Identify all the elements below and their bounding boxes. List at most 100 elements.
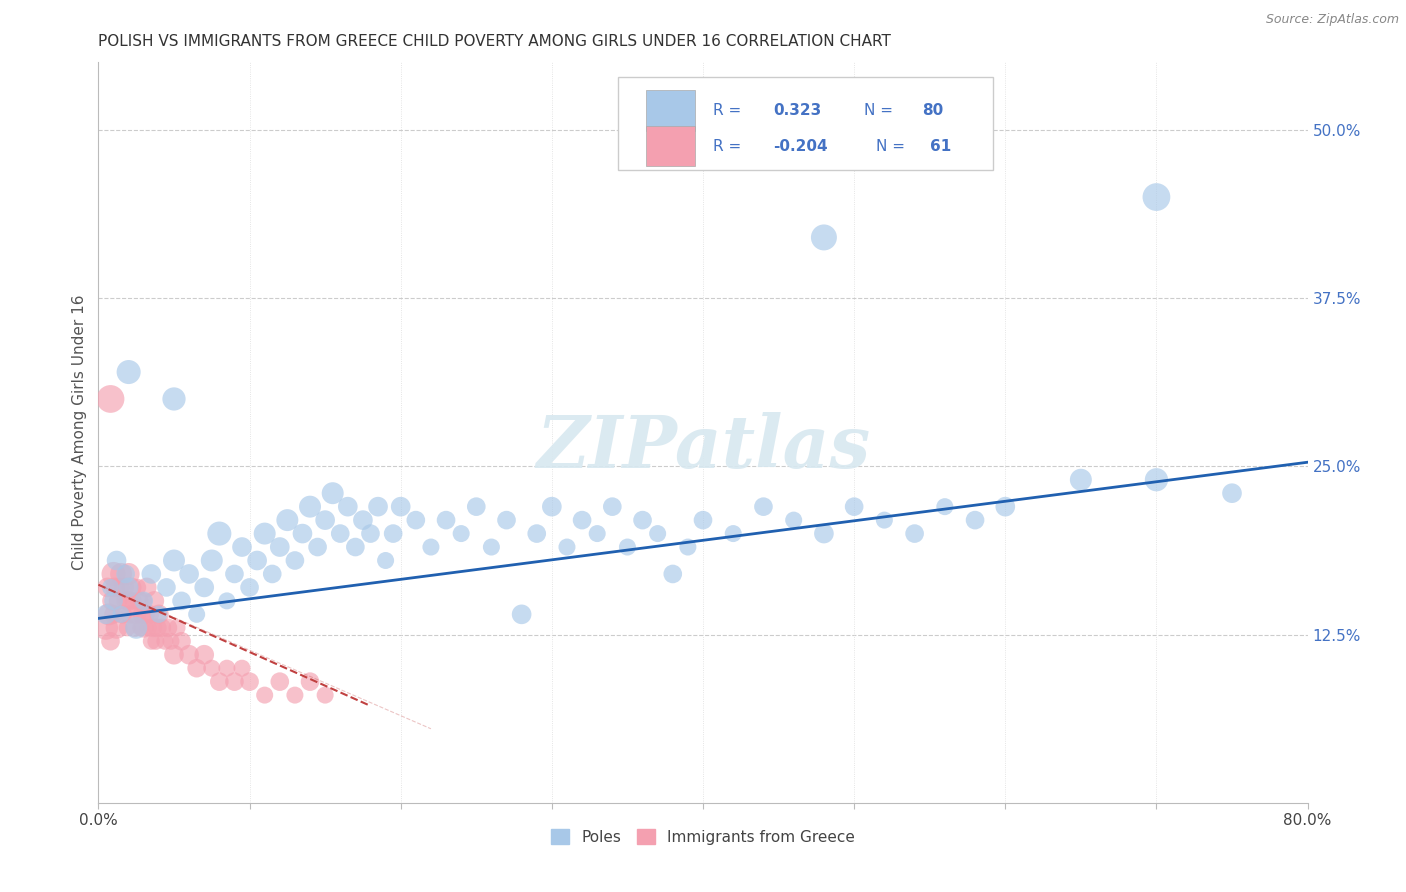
Point xyxy=(118,581,141,595)
Point xyxy=(129,621,152,635)
Point xyxy=(1070,473,1092,487)
Point xyxy=(98,607,121,622)
Point xyxy=(571,513,593,527)
Point xyxy=(284,553,307,567)
Point xyxy=(231,661,253,675)
Point xyxy=(114,566,136,581)
FancyBboxPatch shape xyxy=(647,90,695,131)
Y-axis label: Child Poverty Among Girls Under 16: Child Poverty Among Girls Under 16 xyxy=(72,295,87,570)
Point xyxy=(367,500,389,514)
Point xyxy=(510,607,533,622)
Point xyxy=(114,594,136,608)
Point xyxy=(124,621,146,635)
Text: -0.204: -0.204 xyxy=(773,138,828,153)
Point xyxy=(143,594,166,608)
Point xyxy=(120,607,142,622)
Point xyxy=(166,621,188,635)
Point xyxy=(142,621,165,635)
Text: R =: R = xyxy=(713,103,741,118)
Point xyxy=(844,500,866,514)
Point xyxy=(269,674,291,689)
Point xyxy=(661,566,683,581)
Point xyxy=(965,513,987,527)
Point xyxy=(299,674,322,689)
Point xyxy=(239,674,262,689)
Point xyxy=(132,594,155,608)
Point xyxy=(193,648,215,662)
Point xyxy=(201,661,224,675)
Point xyxy=(135,581,157,595)
Point xyxy=(170,634,193,648)
Point xyxy=(239,581,262,595)
Point xyxy=(904,526,927,541)
Point xyxy=(269,540,291,554)
Point xyxy=(112,581,135,595)
Point xyxy=(389,500,412,514)
Point xyxy=(1144,473,1167,487)
Point xyxy=(934,500,956,514)
Point xyxy=(586,526,609,541)
Point xyxy=(336,500,359,514)
Point xyxy=(100,634,122,648)
Point xyxy=(136,621,159,635)
Point xyxy=(215,661,238,675)
Text: 61: 61 xyxy=(931,138,952,153)
Point xyxy=(276,513,298,527)
Point xyxy=(352,513,374,527)
Point xyxy=(994,500,1017,514)
Point xyxy=(201,553,224,567)
Point xyxy=(450,526,472,541)
Point xyxy=(253,688,276,702)
Point xyxy=(160,634,183,648)
Point xyxy=(150,621,173,635)
Point xyxy=(145,634,167,648)
Point xyxy=(186,607,208,622)
Point xyxy=(134,607,156,622)
Point xyxy=(647,526,669,541)
Point xyxy=(465,500,488,514)
Point xyxy=(122,594,145,608)
Point xyxy=(723,526,745,541)
Point xyxy=(156,621,179,635)
Point xyxy=(752,500,775,514)
Point xyxy=(616,540,638,554)
Point xyxy=(314,513,336,527)
Point xyxy=(193,581,215,595)
Point xyxy=(631,513,654,527)
Text: 80: 80 xyxy=(922,103,943,118)
Text: ZIPatlas: ZIPatlas xyxy=(536,412,870,483)
Point xyxy=(692,513,714,527)
Point xyxy=(110,607,132,622)
Point xyxy=(125,607,148,622)
FancyBboxPatch shape xyxy=(647,126,695,167)
Point xyxy=(783,513,806,527)
Point xyxy=(94,621,117,635)
Point xyxy=(495,513,517,527)
Point xyxy=(246,553,269,567)
Point xyxy=(374,553,396,567)
Point xyxy=(141,634,163,648)
Point xyxy=(481,540,503,554)
Point xyxy=(153,634,176,648)
Point xyxy=(676,540,699,554)
Text: POLISH VS IMMIGRANTS FROM GREECE CHILD POVERTY AMONG GIRLS UNDER 16 CORRELATION : POLISH VS IMMIGRANTS FROM GREECE CHILD P… xyxy=(98,34,891,49)
Point xyxy=(118,566,141,581)
Point xyxy=(555,540,578,554)
Point xyxy=(215,594,238,608)
Point xyxy=(420,540,443,554)
Point xyxy=(146,621,169,635)
Point xyxy=(360,526,382,541)
Point xyxy=(307,540,329,554)
Point xyxy=(262,566,284,581)
Point xyxy=(105,621,128,635)
Point xyxy=(344,540,367,554)
Point xyxy=(103,566,125,581)
Point xyxy=(322,486,344,500)
Point xyxy=(602,500,624,514)
Legend: Poles, Immigrants from Greece: Poles, Immigrants from Greece xyxy=(544,822,862,851)
Point xyxy=(284,688,307,702)
Point xyxy=(111,607,134,622)
Point xyxy=(118,365,141,379)
Point xyxy=(139,607,162,622)
Point xyxy=(101,594,124,608)
